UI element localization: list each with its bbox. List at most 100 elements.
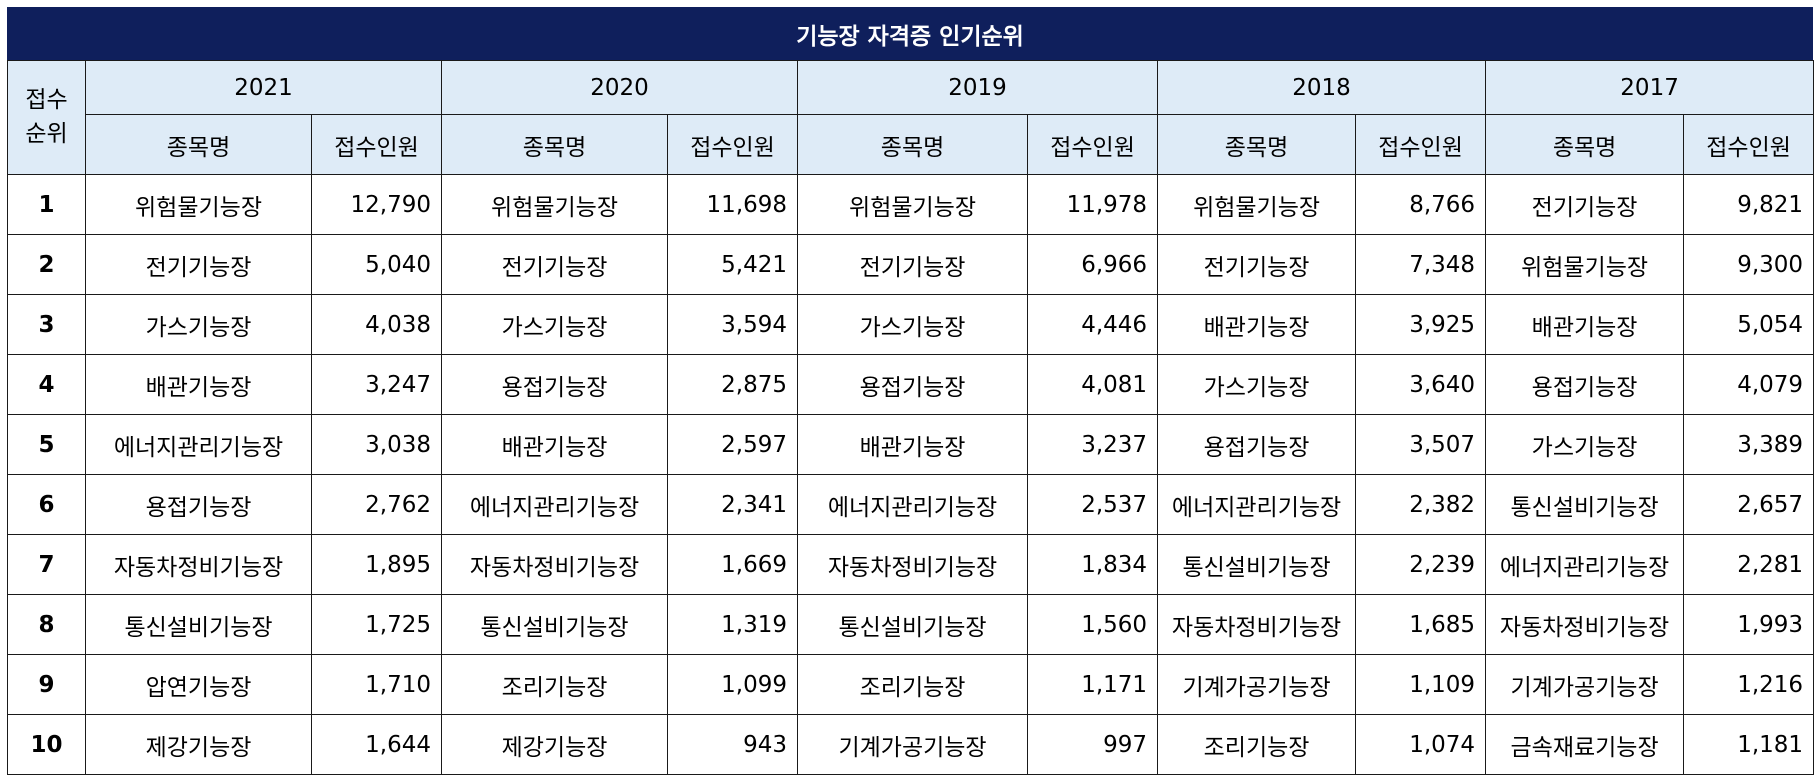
item-name-cell: 자동차정비기능장 [797, 534, 1029, 595]
applicant-count-cell: 3,925 [1355, 294, 1487, 355]
applicant-count-cell: 1,319 [667, 594, 799, 655]
item-name-cell: 자동차정비기능장 [85, 534, 312, 595]
item-name-cell: 기계가공기능장 [797, 714, 1029, 775]
applicant-count-cell: 5,421 [667, 234, 799, 295]
applicant-count-cell: 4,081 [1027, 354, 1159, 415]
applicant-count-cell: 3,038 [310, 414, 443, 475]
item-name-cell: 자동차정비기능장 [441, 534, 669, 595]
table-row: 5 에너지관리기능장 3,038 배관기능장 2,597 배관기능장 3,237 용접기능장 3… [7, 414, 1815, 475]
rank-cell: 6 [7, 474, 86, 535]
table-row: 10 제강기능장 1,644 제강기능장 943 기계가공기능장 997 조리기능장 1,074… [7, 714, 1815, 775]
applicant-count-cell: 1,669 [667, 534, 799, 595]
year-header-2019: 2019 [797, 60, 1159, 115]
applicant-count-cell: 4,079 [1683, 354, 1815, 415]
ranking-table-container: 기능장 자격증 인기순위 접수 순위 2021 2020 2019 2018 2017 종… [7, 7, 1815, 775]
item-name-cell: 배관기능장 [441, 414, 669, 475]
applicant-count-cell: 1,895 [310, 534, 443, 595]
item-name-cell: 통신설비기능장 [1485, 474, 1685, 535]
item-name-cell: 가스기능장 [797, 294, 1029, 355]
applicant-count-cell: 2,657 [1683, 474, 1815, 535]
item-name-cell: 용접기능장 [441, 354, 669, 415]
rank-cell: 10 [7, 714, 86, 775]
name-column-header: 종목명 [797, 114, 1029, 175]
applicant-count-cell: 12,790 [310, 174, 443, 235]
applicant-count-cell: 3,640 [1355, 354, 1487, 415]
item-name-cell: 가스기능장 [1157, 354, 1357, 415]
rank-cell: 9 [7, 654, 86, 715]
table-row: 9 압연기능장 1,710 조리기능장 1,099 조리기능장 1,171 기계가공기능장 1,… [7, 654, 1815, 715]
year-header-2018: 2018 [1157, 60, 1487, 115]
item-name-cell: 통신설비기능장 [1157, 534, 1357, 595]
applicant-count-cell: 5,040 [310, 234, 443, 295]
count-column-header: 접수인원 [667, 114, 799, 175]
applicant-count-cell: 2,875 [667, 354, 799, 415]
item-name-cell: 가스기능장 [1485, 414, 1685, 475]
item-name-cell: 에너지관리기능장 [85, 414, 312, 475]
table-row: 2 전기기능장 5,040 전기기능장 5,421 전기기능장 6,966 전기기능장 7,34… [7, 234, 1815, 295]
applicant-count-cell: 1,109 [1355, 654, 1487, 715]
ranking-table: 접수 순위 2021 2020 2019 2018 2017 종목명 접수인원 종목명 접수인원… [7, 60, 1815, 775]
applicant-count-cell: 3,389 [1683, 414, 1815, 475]
table-row: 3 가스기능장 4,038 가스기능장 3,594 가스기능장 4,446 배관기능장 3,92… [7, 294, 1815, 355]
rank-header: 접수 순위 [7, 60, 86, 175]
applicant-count-cell: 1,074 [1355, 714, 1487, 775]
ranking-table-body: 1 위험물기능장 12,790 위험물기능장 11,698 위험물기능장 11,978 위험물… [7, 174, 1815, 775]
year-header-2021: 2021 [84, 60, 443, 115]
applicant-count-cell: 1,181 [1683, 714, 1815, 775]
applicant-count-cell: 2,281 [1683, 534, 1815, 595]
item-name-cell: 통신설비기능장 [441, 594, 669, 655]
item-name-cell: 기계가공기능장 [1485, 654, 1685, 715]
rank-cell: 2 [7, 234, 86, 295]
item-name-cell: 제강기능장 [85, 714, 312, 775]
applicant-count-cell: 4,038 [310, 294, 443, 355]
item-name-cell: 배관기능장 [1157, 294, 1357, 355]
rank-cell: 5 [7, 414, 86, 475]
item-name-cell: 배관기능장 [1485, 294, 1685, 355]
applicant-count-cell: 11,698 [667, 174, 799, 235]
item-name-cell: 통신설비기능장 [797, 594, 1029, 655]
applicant-count-cell: 1,725 [310, 594, 443, 655]
name-column-header: 종목명 [441, 114, 669, 175]
applicant-count-cell: 3,594 [667, 294, 799, 355]
item-name-cell: 전기기능장 [441, 234, 669, 295]
count-column-header: 접수인원 [1027, 114, 1159, 175]
item-name-cell: 위험물기능장 [1157, 174, 1357, 235]
rank-header-label: 접수 순위 [25, 87, 68, 147]
item-name-cell: 에너지관리기능장 [1485, 534, 1685, 595]
count-column-header: 접수인원 [1683, 114, 1815, 175]
table-row: 7 자동차정비기능장 1,895 자동차정비기능장 1,669 자동차정비기능장 1,834… [7, 534, 1815, 595]
item-name-cell: 전기기능장 [1157, 234, 1357, 295]
applicant-count-cell: 1,560 [1027, 594, 1159, 655]
applicant-count-cell: 1,171 [1027, 654, 1159, 715]
item-name-cell: 금속재료기능장 [1485, 714, 1685, 775]
item-name-cell: 압연기능장 [85, 654, 312, 715]
applicant-count-cell: 1,644 [310, 714, 443, 775]
applicant-count-cell: 2,537 [1027, 474, 1159, 535]
table-row: 4 배관기능장 3,247 용접기능장 2,875 용접기능장 4,081 가스기능장 3,64… [7, 354, 1815, 415]
applicant-count-cell: 9,300 [1683, 234, 1815, 295]
item-name-cell: 용접기능장 [1157, 414, 1357, 475]
applicant-count-cell: 3,507 [1355, 414, 1487, 475]
item-name-cell: 위험물기능장 [85, 174, 312, 235]
applicant-count-cell: 8,766 [1355, 174, 1487, 235]
count-column-header: 접수인원 [1355, 114, 1487, 175]
applicant-count-cell: 6,966 [1027, 234, 1159, 295]
table-row: 1 위험물기능장 12,790 위험물기능장 11,698 위험물기능장 11,978 위험물… [7, 174, 1815, 235]
rank-cell: 1 [7, 174, 86, 235]
item-name-cell: 기계가공기능장 [1157, 654, 1357, 715]
item-name-cell: 용접기능장 [1485, 354, 1685, 415]
applicant-count-cell: 7,348 [1355, 234, 1487, 295]
item-name-cell: 가스기능장 [85, 294, 312, 355]
item-name-cell: 전기기능장 [1485, 174, 1685, 235]
table-row: 6 용접기능장 2,762 에너지관리기능장 2,341 에너지관리기능장 2,537 에너지… [7, 474, 1815, 535]
item-name-cell: 용접기능장 [797, 354, 1029, 415]
applicant-count-cell: 943 [667, 714, 799, 775]
name-column-header: 종목명 [1485, 114, 1685, 175]
item-name-cell: 용접기능장 [85, 474, 312, 535]
count-column-header: 접수인원 [310, 114, 443, 175]
applicant-count-cell: 2,341 [667, 474, 799, 535]
item-name-cell: 통신설비기능장 [85, 594, 312, 655]
year-header-2020: 2020 [441, 60, 799, 115]
item-name-cell: 위험물기능장 [797, 174, 1029, 235]
column-header-row: 종목명 접수인원 종목명 접수인원 종목명 접수인원 종목명 접수인원 종목명 접수인원 [8, 114, 1815, 175]
